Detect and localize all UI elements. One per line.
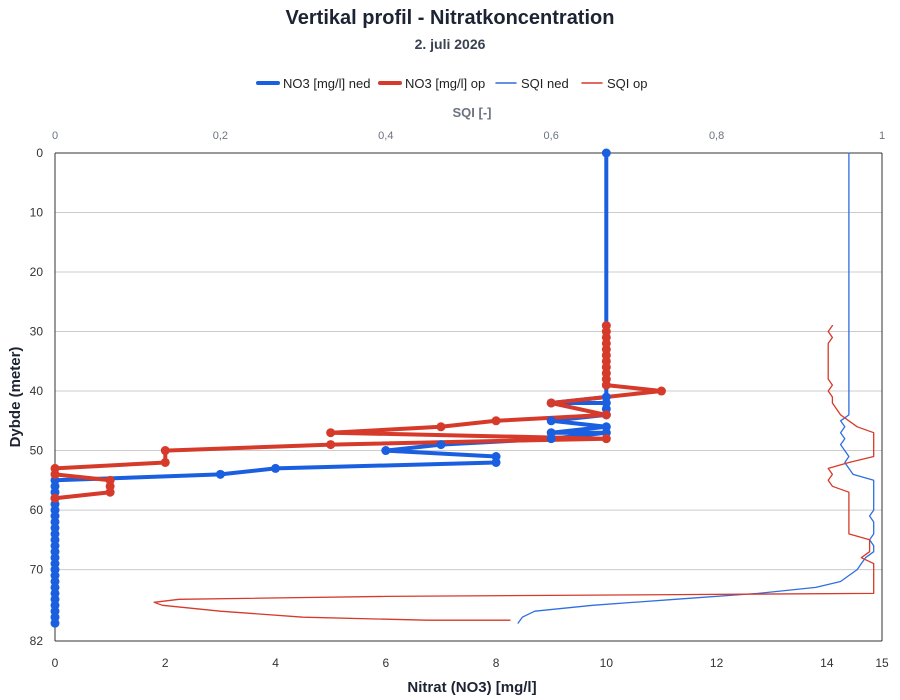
y-tick-label: 40 [30,384,44,398]
x-tick-label: 8 [493,656,500,670]
series-line-3 [153,324,875,621]
x2-tick-label: 0,4 [378,130,393,142]
data-point-1 [491,416,501,426]
data-point-1 [50,493,60,503]
series-layer [50,148,875,628]
chart-title: Vertikal profil - Nitratkoncentration [286,7,615,29]
legend: NO3 [mg/l] ned NO3 [mg/l] op SQI ned SQI op [256,76,647,91]
legend-label: SQI ned [521,76,569,91]
data-point-1 [50,469,60,479]
y-tick-label: 30 [30,325,44,339]
x-tick-label: 15 [875,656,889,670]
data-point-0 [215,469,225,479]
data-point-1 [601,434,611,444]
y-tick-label: 70 [30,563,44,577]
data-point-1 [160,446,170,456]
data-point-1 [656,386,666,396]
data-point-1 [160,457,170,467]
data-point-0 [436,440,446,450]
x-tick-label: 6 [382,656,389,670]
data-point-1 [601,410,611,420]
x2-axis-title: SQI [-] [453,105,492,120]
x2-tick-label: 0 [52,130,58,142]
chart-subtitle: 2. juli 2026 [415,36,486,52]
y-tick-label: 0 [36,146,43,160]
data-point-0 [271,463,281,473]
data-point-1 [601,380,611,390]
data-point-1 [326,440,336,450]
data-point-0 [546,434,556,444]
data-point-0 [546,416,556,426]
x-tick-label: 4 [272,656,279,670]
series-line-1 [53,323,664,501]
x2-tick-label: 0,6 [544,130,559,142]
data-point-0 [491,457,501,467]
y-tick-label: 50 [30,444,44,458]
y-tick-label: 20 [30,265,44,279]
legend-label: NO3 [mg/l] ned [283,76,370,91]
x2-tick-label: 1 [879,130,885,142]
data-point-0 [601,148,611,158]
x-tick-label: 2 [162,656,169,670]
legend-label: SQI op [607,76,647,91]
data-point-1 [546,398,556,408]
y-tick-label: 60 [30,503,44,517]
series-line-2 [517,152,875,624]
x2-tick-label: 0,2 [213,130,228,142]
y-tick-label: 10 [30,206,44,220]
data-point-0 [50,618,60,628]
y-tick-label: 82 [30,634,44,648]
x-tick-label: 12 [710,656,724,670]
x-axis-title: Nitrat (NO3) [mg/l] [407,679,536,696]
data-point-0 [381,446,391,456]
data-point-1 [105,487,115,497]
x-tick-label: 10 [600,656,614,670]
grid [55,152,882,642]
data-point-1 [436,422,446,432]
series-line-0 [53,151,609,626]
data-point-1 [326,428,336,438]
legend-label: NO3 [mg/l] op [405,76,485,91]
axes: 0 10 20 30 40 50 60 70 82 0 2 4 6 8 10 12 14 15 0 0,2 0,4 0,6… [30,130,889,670]
x2-tick-label: 0,8 [709,130,724,142]
x-tick-label: 14 [820,656,834,670]
y-axis-title: Dybde (meter) [7,347,24,448]
x-tick-label: 0 [52,656,59,670]
